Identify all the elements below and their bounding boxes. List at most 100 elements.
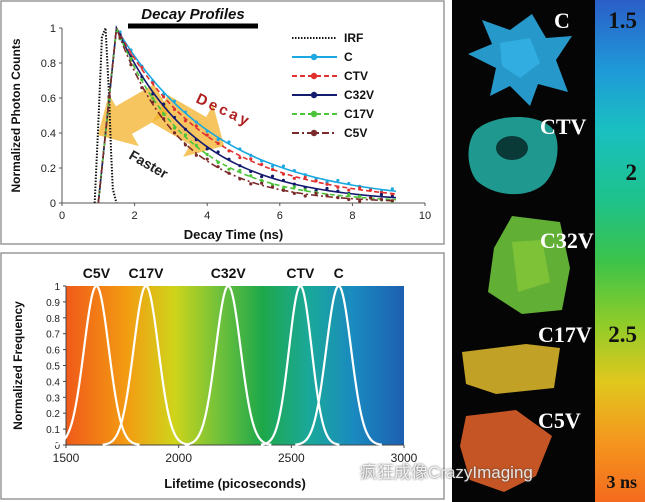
cell-image: [468, 116, 558, 195]
legend-label: C5V: [344, 126, 367, 140]
series-marker: [281, 178, 286, 182]
series-marker: [347, 197, 351, 202]
series-marker: [205, 129, 209, 133]
series-marker: [270, 185, 275, 189]
series-marker: [216, 160, 220, 164]
legend-marker: [310, 72, 318, 80]
series-marker: [227, 140, 231, 144]
distribution-curve: [260, 284, 340, 446]
series-marker: [270, 167, 275, 172]
peak-label: C5V: [83, 265, 111, 281]
series-marker: [129, 56, 133, 61]
series-marker: [249, 182, 253, 186]
series-marker: [281, 172, 286, 176]
series-marker: [303, 188, 307, 192]
series-marker: [336, 178, 340, 183]
chart-title: Decay Profiles: [141, 6, 244, 23]
series-marker: [140, 75, 144, 79]
series-marker: [205, 147, 209, 151]
series-marker: [162, 95, 166, 99]
x-tick-label: 4: [204, 210, 210, 222]
series-marker: [205, 157, 209, 161]
y-tick-label: 0.3: [46, 393, 60, 404]
series-marker: [292, 169, 296, 173]
colorbar-label: 2: [625, 160, 638, 185]
series-marker: [292, 185, 296, 189]
series-marker: [172, 115, 177, 120]
series-marker: [303, 173, 307, 177]
series-marker: [216, 137, 220, 142]
x-axis-label: Lifetime (picoseconds): [164, 476, 306, 491]
series-marker: [368, 196, 373, 200]
series-marker: [303, 194, 307, 198]
series-marker: [281, 164, 286, 168]
series-line: [97, 27, 396, 204]
series-marker: [205, 133, 209, 137]
y-tick-label: 1: [50, 23, 56, 35]
cell-image: [462, 344, 560, 394]
series-marker: [347, 192, 351, 197]
colorbar-label: 1.5: [608, 8, 637, 33]
y-tick-label: 0.4: [41, 128, 56, 140]
series-marker: [194, 124, 198, 128]
series-marker: [227, 149, 231, 153]
series-marker: [325, 182, 329, 186]
y-tick-label: 0.8: [41, 58, 56, 70]
x-tick-label: 8: [349, 210, 355, 222]
series-marker: [260, 162, 264, 167]
series-marker: [270, 164, 275, 168]
series-marker: [162, 117, 166, 121]
x-tick-label: 2500: [278, 451, 305, 465]
series-marker: [183, 133, 188, 137]
y-axis-label: Normalized Photon Counts: [9, 38, 23, 192]
lifetime-colorbar: [595, 0, 645, 502]
series-line: [93, 27, 118, 204]
series-marker: [260, 178, 264, 183]
series-marker: [270, 183, 275, 187]
legend-marker: [310, 53, 318, 61]
series-marker: [314, 191, 318, 196]
series-marker: [151, 96, 155, 100]
series-marker: [390, 199, 394, 203]
y-tick-label: 0.8: [46, 314, 60, 325]
series-line: [97, 25, 397, 204]
series-marker: [238, 156, 242, 160]
x-tick-label: 0: [59, 210, 65, 222]
y-tick-label: 0.6: [46, 346, 60, 357]
series-marker: [216, 141, 220, 145]
cell-image-panel: 1.5 2 2.5 3 ns C CTV C32V C17V C5V: [452, 0, 645, 502]
series-marker: [140, 86, 144, 90]
x-tick-label: 3000: [391, 451, 418, 465]
series-marker: [183, 143, 188, 147]
series-marker: [249, 169, 253, 174]
y-tick-label: 0.5: [46, 362, 60, 373]
series-marker: [325, 194, 329, 198]
series-marker: [183, 119, 188, 123]
legend-label: CTV: [344, 69, 368, 83]
distribution-curve: [52, 284, 140, 446]
series-marker: [162, 102, 166, 106]
series-marker: [379, 193, 384, 197]
series-marker: [292, 182, 296, 186]
series-marker: [140, 78, 144, 82]
y-tick-label: 1: [54, 282, 60, 293]
series-line: [97, 27, 396, 204]
series-marker: [238, 164, 242, 168]
legend-marker: [310, 91, 318, 99]
faster-arrow: [97, 84, 170, 147]
series-marker: [238, 147, 242, 151]
x-tick-label: 10: [419, 210, 431, 222]
y-tick-label: 0.4: [46, 377, 60, 388]
cell-label: C32V: [540, 228, 594, 253]
series-marker: [151, 92, 155, 96]
x-tick-label: 1500: [53, 451, 80, 465]
x-tick-label: 6: [277, 210, 283, 222]
peak-label: C32V: [211, 265, 247, 281]
series-line: [97, 25, 397, 204]
series-marker: [172, 126, 177, 130]
distribution-curve: [102, 284, 190, 446]
colorbar-label: 3 ns: [606, 472, 637, 492]
y-axis-label: Normalized Frequency: [11, 301, 25, 430]
series-marker: [172, 131, 177, 135]
series-marker: [260, 174, 264, 179]
